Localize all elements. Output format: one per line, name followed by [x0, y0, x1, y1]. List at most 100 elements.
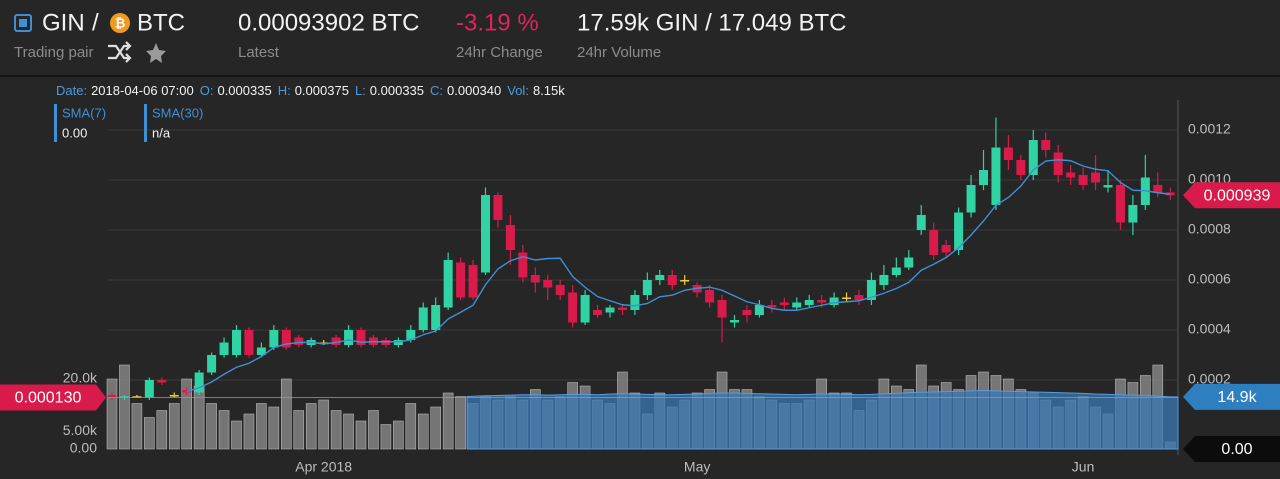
candle-body: [281, 330, 291, 348]
candle-body: [916, 215, 926, 230]
last-price-tag: [1183, 182, 1280, 209]
volume-bar: [430, 406, 442, 450]
volume-tick-label: 5.00k: [63, 422, 98, 438]
candle-body: [207, 355, 217, 373]
candle-body: [269, 330, 279, 348]
candle-body: [406, 330, 416, 340]
candle-body: [817, 300, 827, 303]
candle-body: [842, 297, 852, 299]
candle-body: [232, 330, 241, 355]
candle-body: [219, 342, 229, 355]
candle-body: [1003, 147, 1013, 160]
candle-body: [617, 307, 627, 310]
candle-body: [655, 275, 665, 280]
candle-body: [1053, 152, 1063, 175]
volume-bar: [131, 403, 143, 450]
candle-body: [319, 342, 329, 344]
candle-body: [642, 280, 652, 295]
candle-body: [779, 302, 789, 305]
volume-bar: [156, 410, 168, 450]
change-label: 24hr Change: [456, 44, 543, 61]
volume-bar: [305, 403, 317, 450]
candle-body: [891, 267, 901, 275]
candle-body: [630, 295, 640, 310]
price-tick-label: 0.0004: [1188, 321, 1231, 337]
candle-body: [979, 170, 988, 185]
info-value: 0.000375: [295, 83, 349, 98]
candle-body: [879, 275, 889, 285]
volume-tag: [1183, 383, 1280, 410]
candle-body: [966, 185, 976, 213]
candle-body: [443, 260, 453, 308]
candle-body: [381, 340, 391, 345]
candle-body: [1115, 185, 1125, 223]
base-symbol: GIN: [42, 9, 85, 36]
volume-bar: [119, 364, 130, 450]
candle-body: [1128, 205, 1138, 223]
legend-name: SMA(30): [152, 105, 203, 120]
candle-body: [132, 396, 142, 398]
legend-name: SMA(7): [62, 105, 106, 120]
volume-bar: [405, 403, 417, 450]
volume-bar: [343, 413, 354, 450]
candle-body: [456, 262, 466, 298]
candle-body: [568, 292, 578, 323]
info-key: Date:: [56, 83, 87, 98]
candle-body: [991, 147, 1001, 205]
candle-body: [1078, 175, 1088, 185]
btc-icon: ₿: [110, 13, 130, 33]
candle-body: [941, 245, 951, 253]
quote-symbol: BTC: [137, 9, 185, 36]
info-value: 0.000335: [217, 83, 271, 98]
candle-body: [1016, 160, 1026, 175]
candle-body: [605, 307, 615, 313]
favorite-star[interactable]: [146, 43, 166, 63]
candle-body: [580, 295, 590, 323]
candle-body: [530, 275, 540, 283]
pair-label: Trading pair: [14, 44, 93, 61]
latest-price: 0.00093902 BTC: [238, 9, 419, 36]
candle-body: [717, 300, 727, 318]
legend-swatch: [54, 104, 57, 142]
candle-body: [256, 347, 266, 355]
volume-bar: [355, 420, 367, 450]
candle-body: [418, 307, 428, 330]
x-tick-label: Apr 2018: [295, 459, 352, 475]
candle-body: [593, 310, 603, 315]
candle-body: [493, 195, 503, 220]
candle-body: [431, 305, 441, 330]
volume-bar: [380, 424, 392, 450]
volume-bar: [256, 403, 267, 450]
candle-body: [518, 252, 528, 278]
candle-body: [331, 337, 341, 345]
info-key: H:: [278, 83, 291, 98]
volume-tag-label: 14.9k: [1217, 389, 1257, 406]
info-key: L:: [355, 83, 366, 98]
candle-body: [954, 212, 964, 250]
price-tick-label: 0.0012: [1188, 121, 1231, 137]
candle-body: [294, 337, 304, 345]
volume-value: 17.59k GIN / 17.049 BTC: [577, 9, 846, 36]
volume-bar: [206, 403, 217, 450]
price-tick-label: 0.0008: [1188, 221, 1231, 237]
crosshair-tag: [0, 384, 106, 411]
candle-body: [1066, 172, 1076, 178]
candle-body: [157, 380, 167, 383]
volume-bar: [417, 413, 429, 450]
change-value: -3.19 %: [456, 9, 539, 36]
candle-body: [1153, 185, 1163, 193]
candle-body: [169, 395, 179, 397]
volume-tag-label: 0.00: [1221, 441, 1252, 458]
swap-button[interactable]: [108, 41, 132, 63]
candle-body: [244, 330, 254, 355]
candle-body: [680, 280, 690, 282]
volume-bar: [106, 378, 118, 450]
candle-body: [344, 330, 354, 345]
volume-tick-label: 0.00: [70, 440, 97, 456]
candle-body: [742, 310, 752, 315]
candle-body: [730, 320, 739, 323]
legend-swatch: [144, 104, 147, 142]
candle-body: [543, 280, 553, 288]
volume-bar: [231, 420, 242, 450]
